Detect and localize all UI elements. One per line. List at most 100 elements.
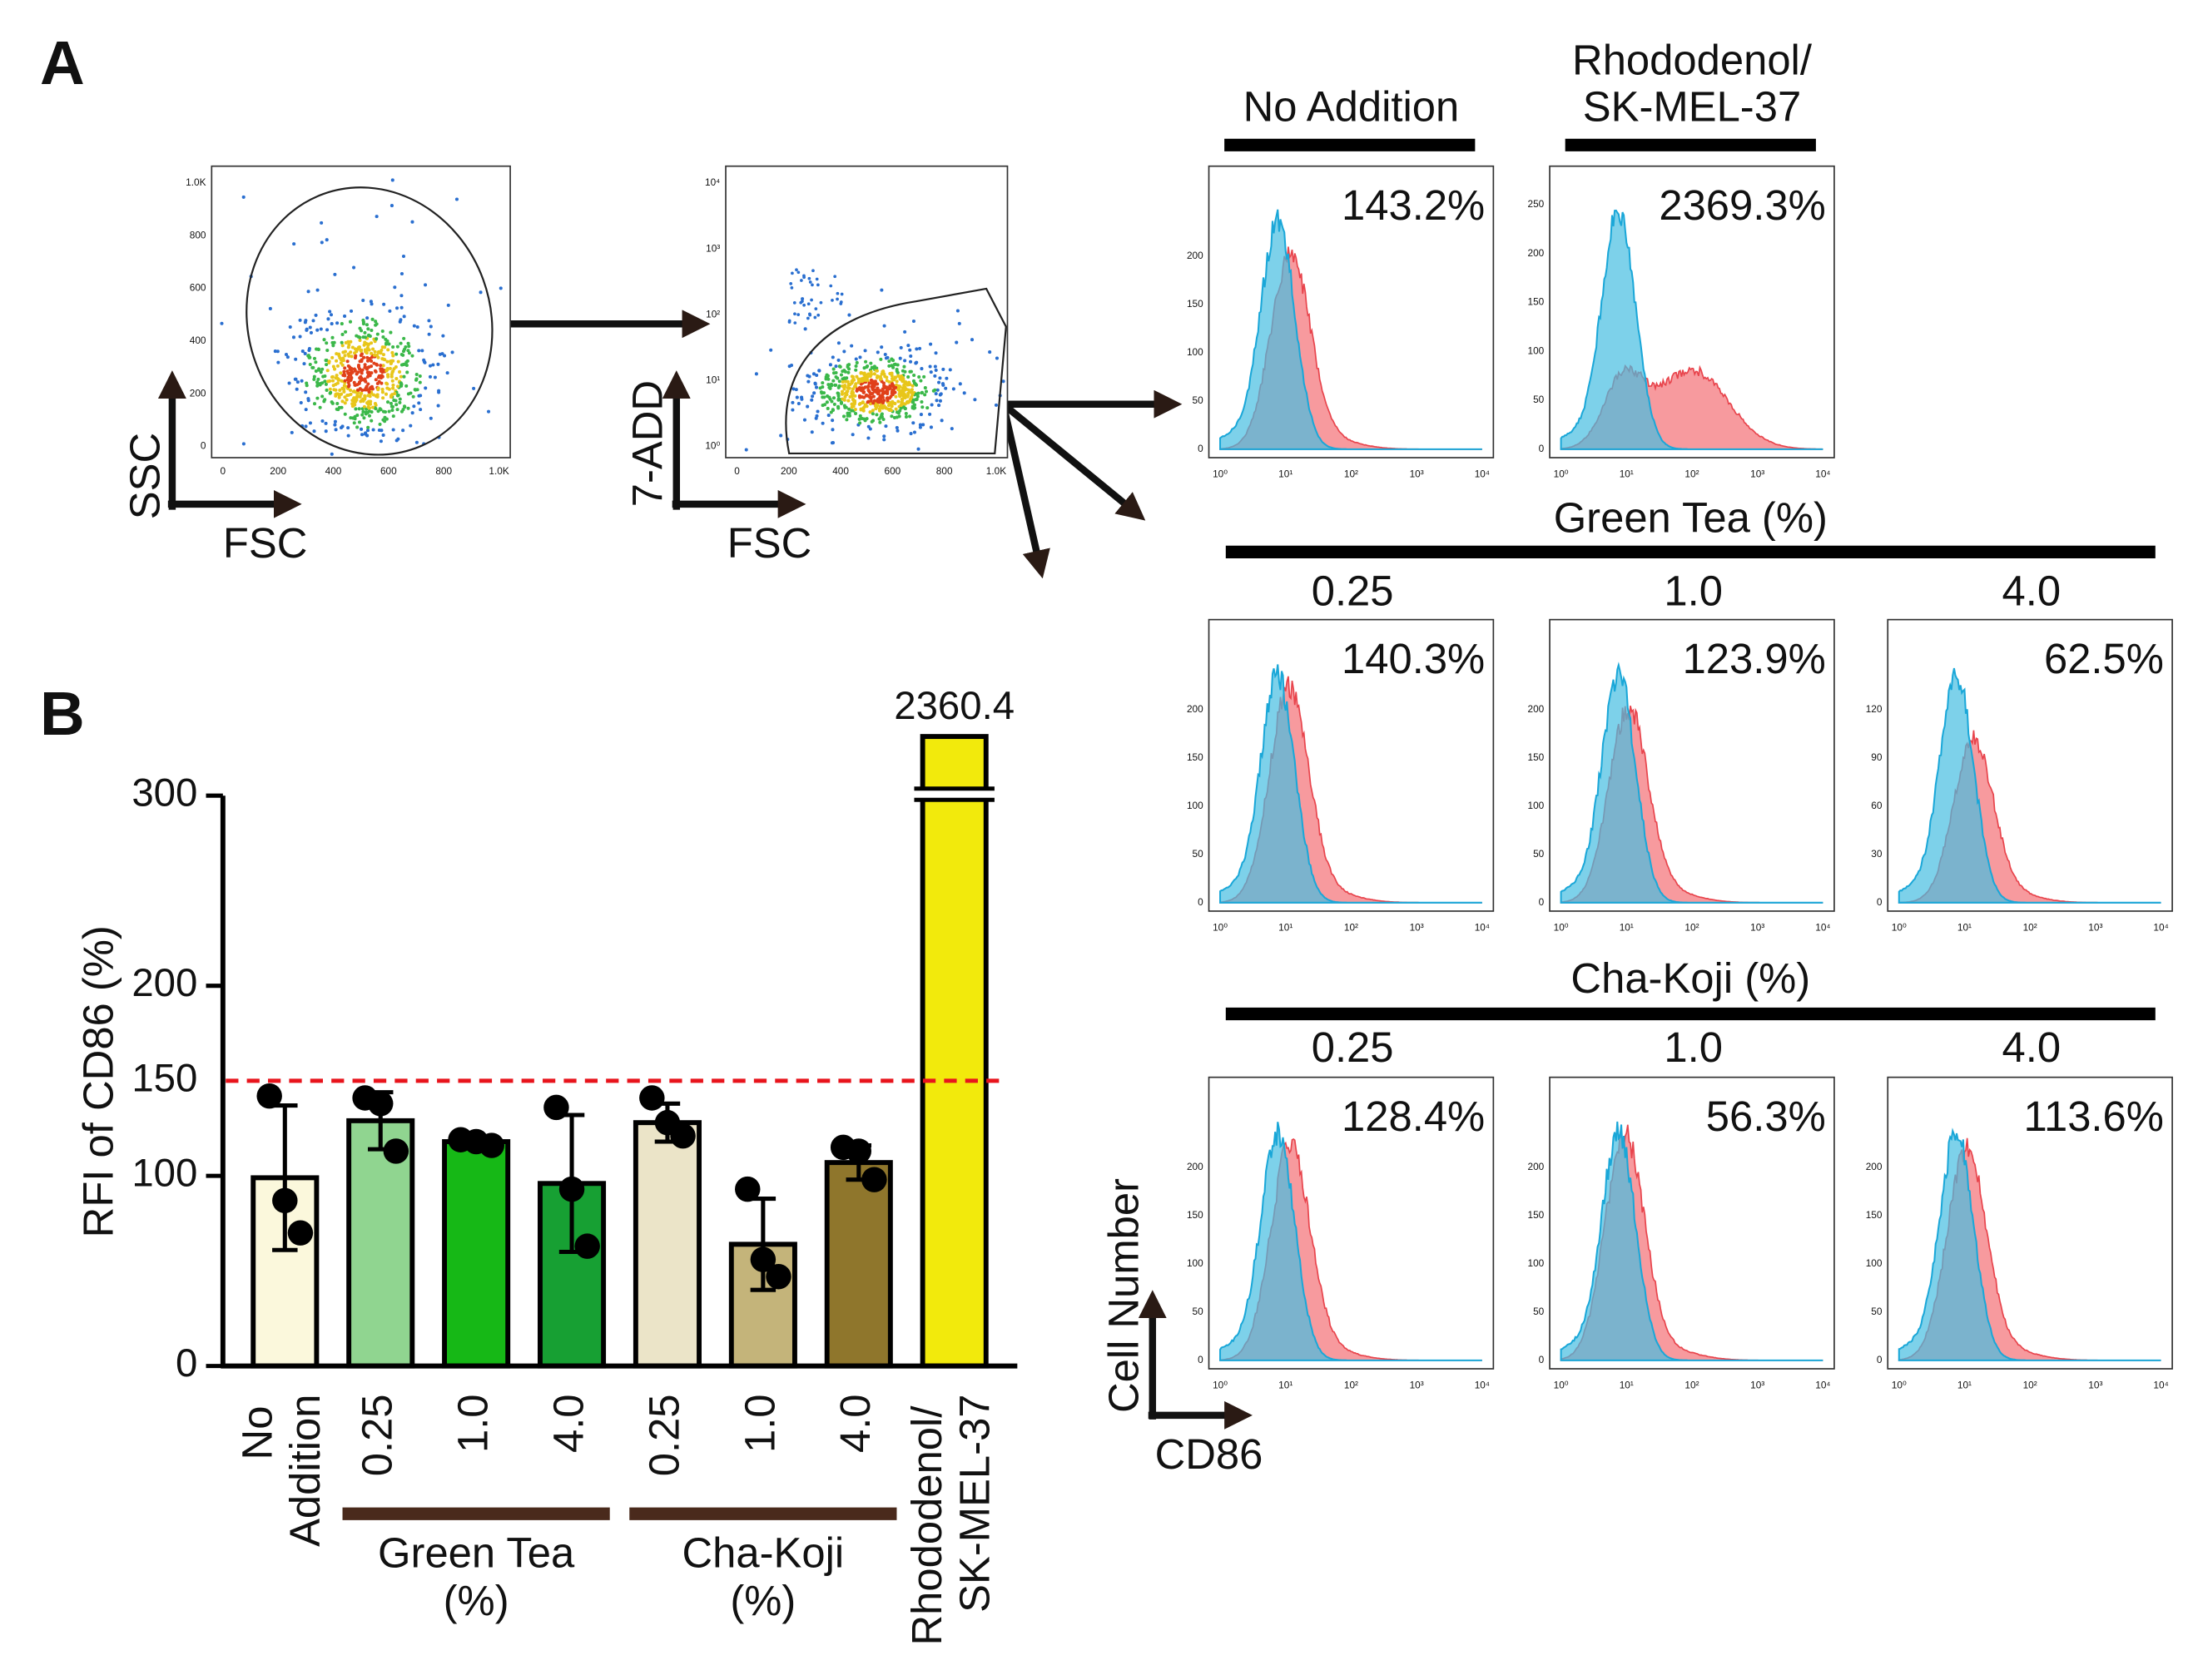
cell-dot xyxy=(368,393,372,397)
cell-dot xyxy=(869,372,874,376)
cell-dot xyxy=(241,442,246,446)
y-tick-label: 0 xyxy=(1198,443,1203,454)
cell-dot xyxy=(405,359,409,363)
cell-dot xyxy=(901,399,905,403)
concentration-label: 0.25 xyxy=(1312,1023,1394,1071)
cell-dot xyxy=(369,300,373,304)
cell-dot xyxy=(826,377,831,381)
scatter-frame xyxy=(725,165,1009,458)
x-tick-label: 10³ xyxy=(1750,1379,1764,1390)
y-tick-label: 0 xyxy=(1877,896,1883,908)
cell-dot xyxy=(876,392,880,396)
cell-dot xyxy=(417,401,421,405)
cell-dot xyxy=(388,309,392,313)
cell-dot xyxy=(343,395,347,399)
x-tick-label: 0.25 xyxy=(640,1394,687,1476)
cell-dot xyxy=(937,404,941,408)
cell-dot xyxy=(811,283,814,287)
cell-dot xyxy=(871,388,876,392)
cell-dot xyxy=(851,398,856,402)
cell-dot xyxy=(359,392,363,396)
cell-dot xyxy=(417,394,421,398)
cell-dot xyxy=(807,276,811,280)
cell-dot xyxy=(389,401,393,405)
cell-dot xyxy=(339,371,343,375)
cell-dot xyxy=(791,271,794,275)
cell-dot xyxy=(937,380,941,384)
percent-label: 123.9% xyxy=(1683,635,1826,682)
cell-dot xyxy=(851,394,856,398)
cell-dot xyxy=(350,354,354,359)
y-tick-label: 10² xyxy=(706,308,720,320)
cell-dot xyxy=(880,412,884,416)
y-tick-label: 120 xyxy=(1866,703,1883,715)
cell-dot xyxy=(791,400,795,404)
cell-dot xyxy=(312,377,316,381)
cell-dot xyxy=(837,364,841,369)
cell-dot xyxy=(882,391,886,395)
cell-dot xyxy=(844,379,848,384)
cell-dot xyxy=(429,325,433,329)
cell-dot xyxy=(322,338,326,342)
cell-dot xyxy=(866,436,871,440)
cell-dot xyxy=(367,389,371,394)
cell-dot xyxy=(872,366,876,370)
concentration-label: 1.0 xyxy=(1664,567,1723,615)
cell-dot xyxy=(319,327,323,331)
panel-label: B xyxy=(40,679,85,748)
cell-dot xyxy=(320,419,325,424)
cell-dot xyxy=(837,384,841,388)
cell-dot xyxy=(346,345,350,349)
cell-dot xyxy=(850,344,854,348)
cell-dot xyxy=(851,378,855,382)
cell-dot xyxy=(418,380,422,384)
cell-dot xyxy=(334,394,338,398)
cell-dot xyxy=(796,402,801,406)
cell-dot xyxy=(308,421,312,425)
cell-dot xyxy=(362,404,366,409)
x-tick-label: 10³ xyxy=(2088,1379,2102,1390)
cell-dot xyxy=(791,387,796,391)
cell-dot xyxy=(929,425,933,429)
data-point xyxy=(256,1083,282,1109)
cell-dot xyxy=(789,281,793,285)
cell-dot xyxy=(826,374,830,378)
cell-dot xyxy=(876,398,880,402)
cell-dot xyxy=(337,352,341,356)
cell-dot xyxy=(799,300,803,305)
cell-dot xyxy=(928,364,932,369)
cell-dot xyxy=(349,339,353,344)
cell-dot xyxy=(379,364,383,368)
cell-dot xyxy=(816,409,820,414)
y-tick-label: 50 xyxy=(1533,394,1545,405)
cell-dot xyxy=(864,373,868,377)
cell-dot xyxy=(396,384,400,389)
x-tick-label: 10¹ xyxy=(1620,468,1634,479)
cell-dot xyxy=(801,297,805,301)
x-tick-label: 0 xyxy=(221,465,226,477)
cell-dot xyxy=(910,406,915,410)
cell-dot xyxy=(363,335,367,339)
cell-dot xyxy=(341,359,345,363)
cell-dot xyxy=(836,297,839,301)
x-tick-label: 10⁴ xyxy=(1475,1379,1490,1390)
cell-dot xyxy=(391,344,395,349)
cell-dot xyxy=(319,370,323,374)
cell-dot xyxy=(871,412,875,416)
y-tick-label: 50 xyxy=(1193,1306,1204,1317)
cell-dot xyxy=(891,393,895,397)
cell-dot xyxy=(273,349,277,354)
cell-dot xyxy=(828,363,832,367)
y-tick-label: 200 xyxy=(1187,703,1203,715)
cell-dot xyxy=(424,283,428,287)
cell-dot xyxy=(779,434,783,438)
concentration-label: 1.0 xyxy=(1664,1023,1723,1071)
cell-dot xyxy=(836,391,840,395)
histogram-control xyxy=(1219,209,1482,450)
cell-dot xyxy=(362,355,366,359)
cell-dot xyxy=(825,400,829,404)
cell-dot xyxy=(433,375,437,379)
cell-dot xyxy=(399,341,403,345)
cell-dot xyxy=(355,334,359,338)
cell-dot xyxy=(836,291,840,295)
